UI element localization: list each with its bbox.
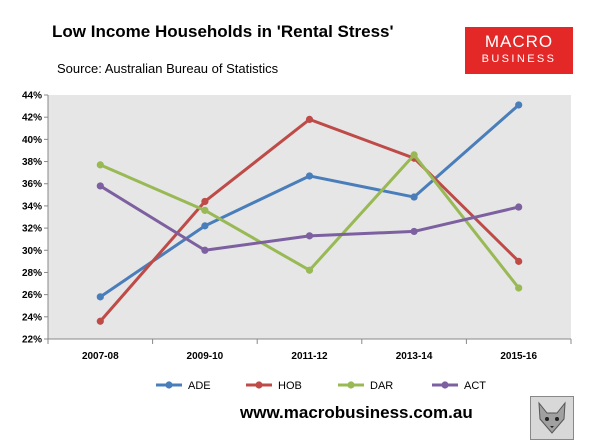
data-point-ade [515, 101, 523, 109]
data-point-dar [305, 266, 314, 274]
y-tick-label: 30% [22, 246, 42, 257]
y-tick-label: 44% [22, 91, 42, 102]
x-tick-label: 2007-08 [82, 351, 119, 362]
data-point-act [410, 227, 418, 236]
legend-marker-dar [347, 381, 355, 389]
y-tick-label: 28% [22, 268, 42, 279]
macrobusiness-logo[interactable]: MACRO BUSINESS [465, 27, 573, 74]
data-point-dar [96, 161, 104, 169]
y-tick-label: 34% [22, 201, 42, 212]
chart-title: Low Income Households in 'Rental Stress' [52, 22, 394, 41]
x-tick-label: 2013-14 [396, 351, 433, 362]
x-tick-label: 2011-12 [291, 351, 328, 362]
y-tick-label: 22% [22, 335, 42, 346]
x-tick-label: 2009-10 [187, 351, 224, 362]
x-tick-label: 2015-16 [500, 351, 537, 362]
data-point-ade [96, 293, 104, 301]
data-point-hob [305, 115, 314, 123]
footer-url[interactable]: www.macrobusiness.com.au [240, 403, 473, 422]
legend-marker-ade [165, 381, 173, 389]
plot-area [48, 95, 571, 339]
legend-label-act: ACT [464, 380, 486, 392]
legend-label-dar: DAR [370, 380, 393, 392]
y-tick-label: 42% [22, 113, 42, 124]
data-point-act [305, 232, 314, 240]
data-point-hob [515, 257, 523, 265]
y-tick-label: 40% [22, 135, 42, 146]
data-point-act [96, 182, 104, 190]
line-chart: 22% 24% 26% 28% 30% 32% 34% 36% 38% 40% 42% 44% 2007… [22, 91, 572, 392]
data-point-dar [515, 284, 523, 292]
legend-label-hob: HOB [278, 380, 302, 392]
logo-line-2: BUSINESS [481, 53, 557, 65]
y-tick-label: 26% [22, 290, 42, 301]
y-tick-label: 32% [22, 224, 42, 235]
legend-marker-act [441, 381, 449, 389]
data-point-hob [96, 317, 104, 325]
data-point-dar [201, 206, 209, 214]
logo-line-1: MACRO [484, 32, 554, 51]
legend-label-ade: ADE [188, 380, 211, 392]
y-tick-label: 36% [22, 179, 42, 190]
data-point-act [515, 203, 523, 211]
data-point-ade [201, 222, 209, 230]
legend-marker-hob [255, 381, 263, 389]
data-point-ade [410, 193, 418, 201]
y-tick-label: 24% [22, 312, 42, 323]
y-tick-label: 38% [22, 157, 42, 168]
data-point-ade [305, 172, 314, 180]
chart-subtitle: Source: Australian Bureau of Statistics [57, 61, 279, 76]
fox-icon [530, 396, 574, 440]
data-point-hob [201, 197, 209, 206]
data-point-dar [410, 151, 418, 159]
data-point-act [201, 246, 209, 254]
